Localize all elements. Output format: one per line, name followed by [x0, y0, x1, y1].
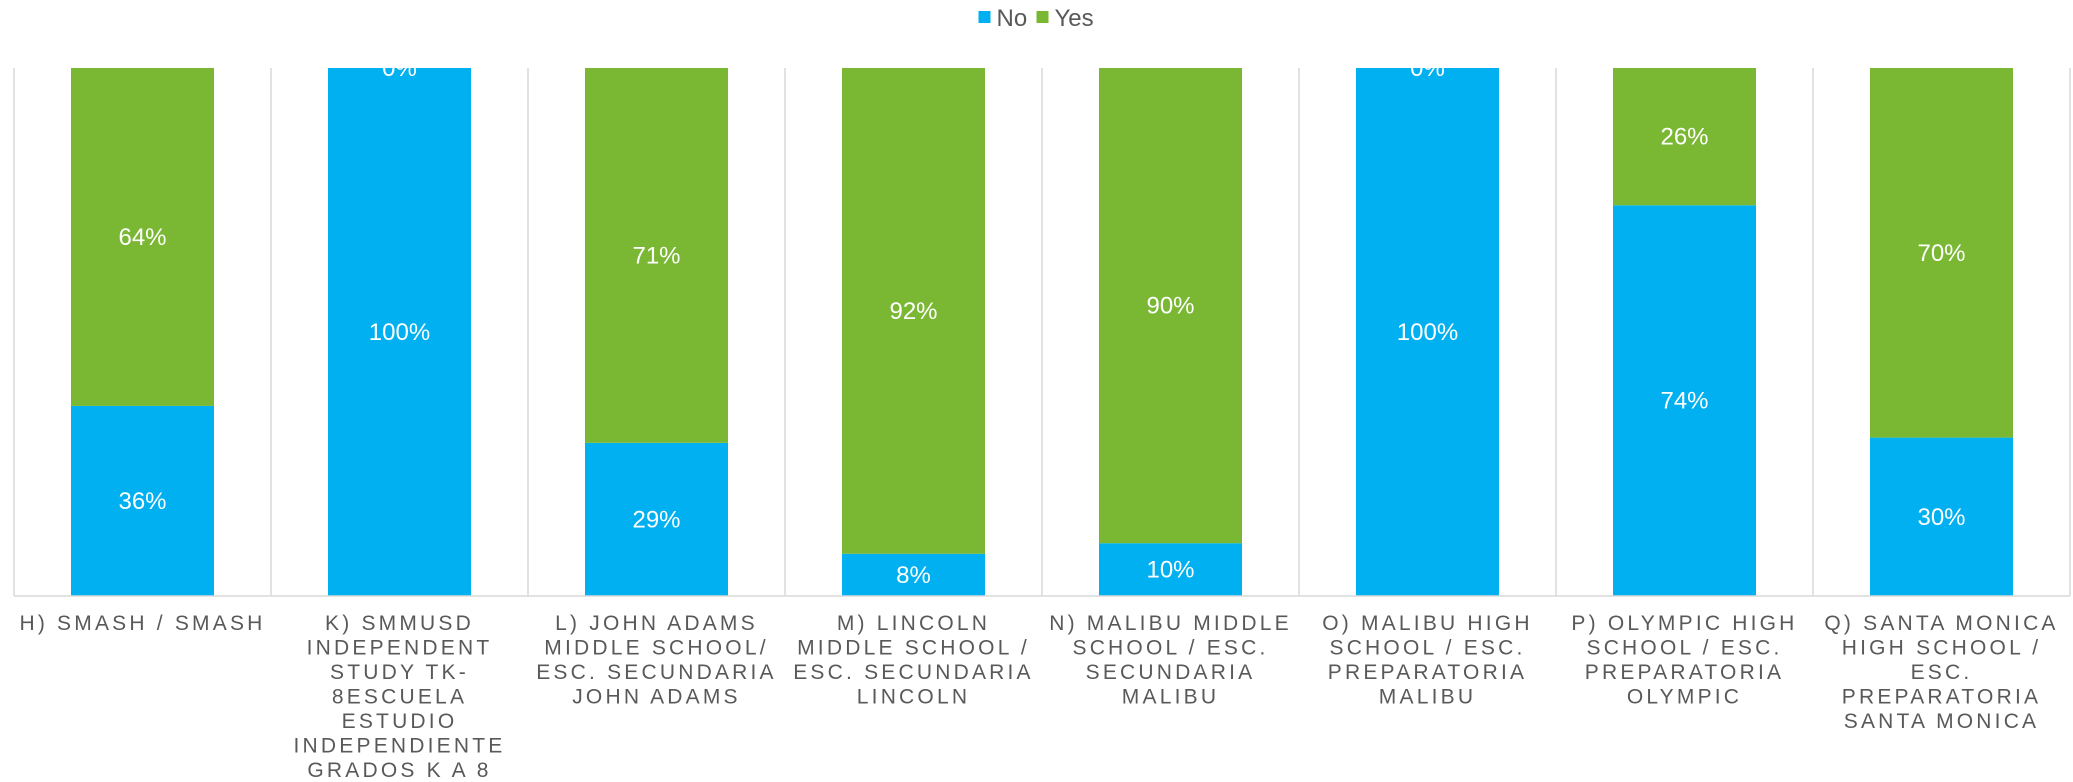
data-label-no: 100%	[369, 319, 430, 346]
category-label-line: MIDDLE SCHOOL/	[544, 637, 769, 660]
data-label-yes: 90%	[1146, 293, 1194, 320]
bar-segment-yes	[1870, 68, 2013, 438]
category-label-line: PREPARATORIA	[1842, 686, 2041, 709]
category-label-line: SCHOOL / ESC.	[1072, 637, 1268, 660]
category-label: O) MALIBU HIGH SCHOOL / ESC. PREPARATORIA M…	[1322, 612, 1532, 709]
data-label-yes: 0%	[1410, 55, 1445, 82]
bar-segment-no	[1099, 543, 1242, 596]
bar-segment-no	[328, 68, 471, 596]
category-label-line: OLYMPIC	[1627, 686, 1742, 709]
bar-segment-yes	[1099, 68, 1242, 544]
category-label-line: MALIBU	[1122, 686, 1219, 709]
category-label-line: P) OLYMPIC HIGH	[1571, 612, 1797, 635]
bar-segment-yes	[1613, 68, 1756, 206]
category-labels: H) SMASH / SMASH K) SMMUSD INDEPENDENT STUD…	[19, 612, 2058, 782]
category-label-line: INDEPENDIENTE	[294, 735, 506, 758]
bar-segment-no	[1356, 68, 1499, 596]
category-label: P) OLYMPIC HIGH SCHOOL / ESC. PREPARATORIA…	[1571, 612, 1797, 709]
category-label-line: N) MALIBU MIDDLE	[1049, 612, 1292, 635]
category-label-line: SCHOOL / ESC.	[1586, 637, 1782, 660]
bar-segment-no	[1613, 205, 1756, 596]
category-label-line: ESC. SECUNDARIA	[793, 661, 1034, 684]
bars	[71, 68, 2013, 596]
category-label-line: MIDDLE SCHOOL /	[797, 637, 1030, 660]
category-label: L) JOHN ADAMS MIDDLE SCHOOL/ESC. SECUNDAR…	[536, 612, 777, 709]
category-label-line: STUDY TK-	[330, 661, 469, 684]
data-label-no: 29%	[632, 506, 680, 533]
data-label-no: 36%	[118, 488, 166, 515]
category-label-line: SCHOOL / ESC.	[1329, 637, 1525, 660]
category-separators	[13, 68, 2071, 596]
data-label-yes: 64%	[118, 224, 166, 251]
category-label-line: INDEPENDENT	[307, 637, 493, 660]
category-label: H) SMASH / SMASH	[19, 612, 265, 635]
legend: No Yes	[978, 5, 1094, 32]
data-label-no: 74%	[1660, 388, 1708, 415]
bar-segment-no	[71, 405, 214, 596]
data-label-no: 8%	[896, 562, 931, 589]
category-label-line: PREPARATORIA	[1585, 661, 1784, 684]
bar-segment-no	[1870, 437, 2013, 596]
category-label-line: HIGH SCHOOL /	[1842, 637, 2042, 660]
data-labels: 36% 64% 100% 0% 29% 71% 8% 92% 10% 90% 100% 0% 74% 26…	[118, 55, 1965, 589]
category-label-line: Q) SANTA MONICA	[1824, 612, 2058, 635]
data-label-no: 10%	[1146, 557, 1194, 584]
category-label: K) SMMUSD INDEPENDENT STUDY TK-8ESCUELA EST…	[294, 612, 506, 782]
category-label-line: 8ESCUELA	[332, 686, 467, 709]
data-label-yes: 71%	[632, 242, 680, 269]
data-label-yes: 26%	[1660, 124, 1708, 151]
category-label: N) MALIBU MIDDLE SCHOOL / ESC. SECUNDARIA M…	[1049, 612, 1292, 709]
bar-segment-no	[585, 442, 728, 596]
category-label-line: ESC.	[1911, 661, 1973, 684]
legend-label-yes: Yes	[1055, 5, 1094, 32]
category-label: M) LINCOLN MIDDLE SCHOOL / ESC. SECUNDARIA…	[793, 612, 1034, 709]
category-label-line: SANTA MONICA	[1844, 710, 2040, 733]
data-label-yes: 70%	[1917, 240, 1965, 267]
category-label-line: JOHN ADAMS	[572, 686, 741, 709]
category-label-line: L) JOHN ADAMS	[555, 612, 758, 635]
bar-segment-no	[842, 553, 985, 596]
category-label-line: PREPARATORIA	[1328, 661, 1527, 684]
category-label-line: MALIBU	[1379, 686, 1476, 709]
category-label-line: LINCOLN	[857, 686, 970, 709]
category-label-line: SECUNDARIA	[1086, 661, 1256, 684]
data-label-no: 100%	[1397, 319, 1458, 346]
category-label-line: K) SMMUSD	[325, 612, 474, 635]
bar-segment-yes	[585, 68, 728, 443]
legend-label-no: No	[997, 5, 1028, 32]
bar-segment-yes	[842, 68, 985, 554]
category-label-line: O) MALIBU HIGH	[1322, 612, 1532, 635]
category-label-line: GRADOS K A 8	[307, 759, 491, 782]
data-label-yes: 92%	[889, 298, 937, 325]
category-label-line: M) LINCOLN	[837, 612, 990, 635]
data-label-yes: 0%	[382, 55, 417, 82]
bar-segment-yes	[71, 68, 214, 406]
legend-swatch-no	[978, 11, 991, 23]
category-label: Q) SANTA MONICA HIGH SCHOOL / ESC. PREPARAT…	[1824, 612, 2058, 733]
category-label-line: ESC. SECUNDARIA	[536, 661, 777, 684]
category-label-line: ESTUDIO	[342, 710, 458, 733]
data-label-no: 30%	[1917, 504, 1965, 531]
legend-swatch-yes	[1036, 11, 1049, 23]
category-label-line: H) SMASH / SMASH	[19, 612, 265, 635]
